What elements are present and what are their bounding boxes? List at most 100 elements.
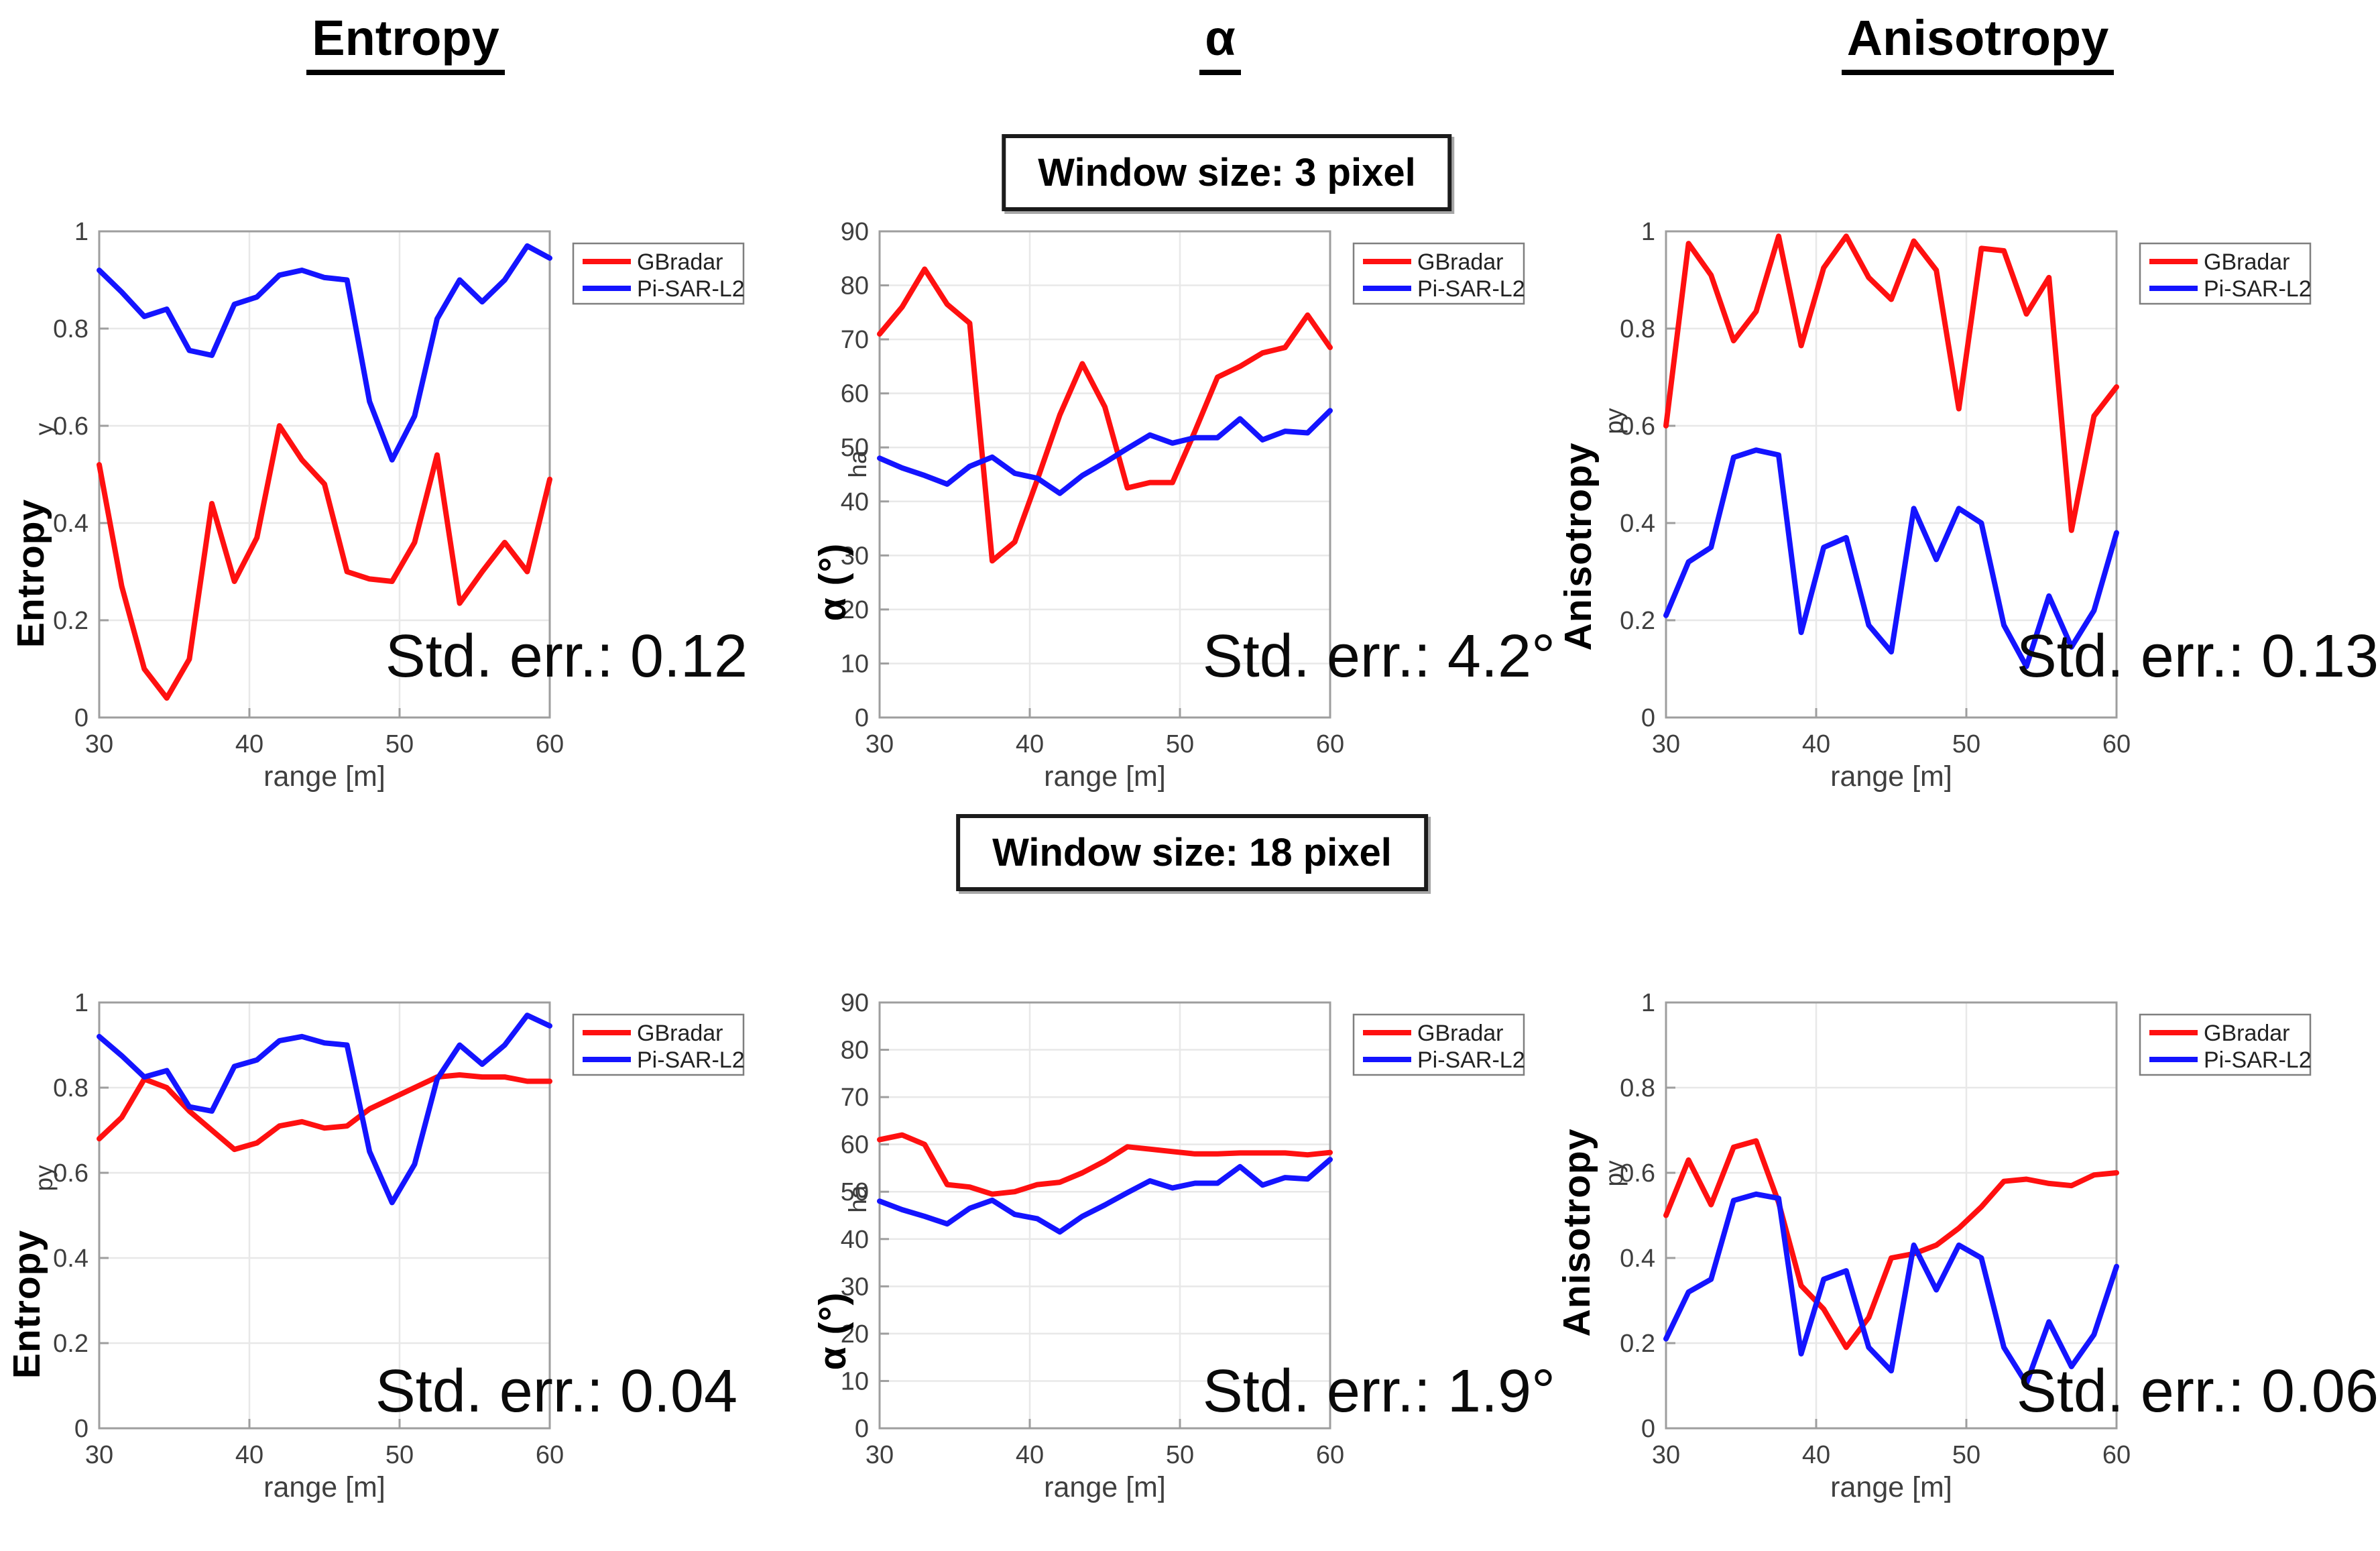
x-tick-label: 50 [385, 730, 414, 758]
y-tick-label: 0.4 [1620, 1245, 1655, 1273]
legend-label-GBradar: GBradar [637, 249, 723, 275]
y-tick-label: 0.8 [53, 1074, 88, 1102]
legend-box [2139, 242, 2312, 305]
window-size-label-3px: Window size: 3 pixel [1002, 134, 1452, 211]
ylabel-fragment-entropy-window3: y [30, 422, 58, 436]
stderr-anisotropy-window18: Std. err.: 0.06 [2016, 1358, 2379, 1425]
x-tick-label: 60 [536, 730, 564, 758]
ylabel-fragment-entropy-window18: py [30, 1165, 58, 1192]
legend-label-Pi-SAR-L2: Pi-SAR-L2 [2204, 276, 2312, 302]
series-line-GBradar [97, 1072, 552, 1153]
y-tick-label: 0 [1641, 704, 1655, 732]
ylabel-fragment-anisotropy-window3: py [1600, 408, 1628, 435]
series-line-GBradar [97, 423, 552, 701]
column-title-alpha: α [1006, 9, 1435, 75]
axis-box [1665, 230, 2118, 719]
ylabel-alpha-window18: α (°) [811, 1291, 854, 1371]
x-axis-label: range [m] [263, 760, 385, 793]
x-axis-label: range [m] [1044, 760, 1166, 793]
stderr-anisotropy-window3: Std. err.: 0.13 [2016, 623, 2379, 690]
x-tick-label: 40 [1802, 730, 1830, 758]
ylabel-entropy-window3: Entropy [9, 498, 52, 648]
series-line-GBradar [877, 1132, 1333, 1197]
chart-anisotropy-window18: 0 0.2 0.4 0.6 0.8 1 30 40 50 60 range [m] GBradarPi… [1620, 989, 2312, 1503]
chart-anisotropy-window3: 0 0.2 0.4 0.6 0.8 1 30 40 50 60 range [m] GBradarPi… [1620, 218, 2312, 793]
series-line-Pi-SAR-L2 [877, 408, 1333, 496]
x-tick-label: 40 [235, 1441, 263, 1469]
x-tick-label: 50 [1952, 730, 1980, 758]
x-tick-label: 50 [1166, 1441, 1194, 1469]
y-tick-label: 20 [841, 1320, 869, 1348]
y-tick-label: 30 [841, 542, 869, 570]
x-tick-label: 40 [235, 730, 263, 758]
column-title-entropy-text: Entropy [306, 10, 505, 75]
series-line-GBradar [1663, 1138, 2119, 1351]
legend-box [2139, 1013, 2312, 1076]
x-tick-label: 30 [85, 1441, 113, 1469]
y-tick-label: 0.4 [1620, 510, 1655, 538]
ylabel-fragment-anisotropy-window18: py [1600, 1160, 1628, 1187]
series-line-GBradar [1663, 233, 2119, 533]
legend-label-Pi-SAR-L2: Pi-SAR-L2 [637, 276, 745, 302]
y-tick-label: 0.6 [53, 1159, 88, 1188]
y-tick-label: 60 [841, 1131, 869, 1159]
y-tick-label: 0 [74, 704, 88, 732]
y-tick-label: 1 [74, 989, 88, 1017]
y-tick-label: 1 [1641, 218, 1655, 246]
x-tick-label: 50 [385, 1441, 414, 1469]
y-tick-label: 0 [855, 1415, 869, 1443]
series-line-GBradar [877, 266, 1333, 564]
x-tick-label: 40 [1016, 1441, 1044, 1469]
y-tick-label: 0.4 [53, 510, 88, 538]
y-tick-label: 0.8 [1620, 315, 1655, 343]
y-tick-label: 0.6 [1620, 412, 1655, 441]
legend-label-GBradar: GBradar [1417, 1021, 1504, 1046]
legend-box [1352, 242, 1525, 305]
y-tick-label: 80 [841, 272, 869, 300]
ylabel-fragment-alpha-window18: ha [844, 1185, 872, 1213]
series-line-Pi-SAR-L2 [97, 1013, 552, 1206]
chart-entropy-window18: 0 0.2 0.4 0.6 0.8 1 30 40 50 60 range [m] GBradarPi… [53, 989, 744, 1503]
y-tick-label: 0.8 [1620, 1074, 1655, 1102]
stderr-alpha-window3: Std. err.: 4.2° [1202, 623, 1555, 690]
y-tick-label: 40 [841, 1226, 869, 1254]
column-title-entropy: Entropy [191, 9, 620, 75]
series-line-Pi-SAR-L2 [1663, 447, 2119, 669]
x-tick-label: 30 [1652, 730, 1680, 758]
stderr-alpha-window18: Std. err.: 1.9° [1202, 1358, 1555, 1425]
x-tick-label: 50 [1166, 730, 1194, 758]
column-title-alpha-text: α [1199, 10, 1241, 75]
chart-alpha-window18: 0 10 20 30 40 50 60 70 80 90 30 40 50 60 range [m] GBra… [841, 989, 1525, 1503]
y-tick-label: 0.2 [1620, 1330, 1655, 1358]
stderr-entropy-window18: Std. err.: 0.04 [375, 1358, 737, 1425]
x-axis-label: range [m] [1044, 1471, 1166, 1503]
y-tick-label: 0 [1641, 1415, 1655, 1443]
y-tick-label: 90 [841, 218, 869, 246]
window-size-label-18px: Window size: 18 pixel [956, 814, 1428, 891]
y-tick-label: 0.8 [53, 315, 88, 343]
x-tick-label: 60 [1316, 730, 1344, 758]
ylabel-fragment-alpha-window3: ha [844, 450, 872, 478]
y-tick-label: 1 [1641, 989, 1655, 1017]
x-tick-label: 60 [2102, 1441, 2131, 1469]
axis-box [878, 1001, 1331, 1430]
x-tick-label: 30 [866, 730, 894, 758]
y-tick-label: 80 [841, 1037, 869, 1065]
ylabel-anisotropy-window3: Anisotropy [1557, 442, 1600, 651]
legend-label-GBradar: GBradar [1417, 249, 1504, 275]
y-tick-label: 70 [841, 1084, 869, 1112]
x-tick-label: 50 [1952, 1441, 1980, 1469]
ylabel-anisotropy-window18: Anisotropy [1555, 1128, 1598, 1337]
axis-box [878, 230, 1331, 719]
y-tick-label: 20 [841, 596, 869, 624]
x-axis-label: range [m] [1830, 760, 1952, 793]
y-tick-label: 10 [841, 650, 869, 678]
y-tick-label: 10 [841, 1367, 869, 1395]
y-tick-label: 30 [841, 1273, 869, 1301]
x-axis-label: range [m] [1830, 1471, 1952, 1503]
x-tick-label: 40 [1016, 730, 1044, 758]
y-tick-label: 40 [841, 488, 869, 516]
x-tick-label: 30 [1652, 1441, 1680, 1469]
legend-label-GBradar: GBradar [2204, 249, 2290, 275]
